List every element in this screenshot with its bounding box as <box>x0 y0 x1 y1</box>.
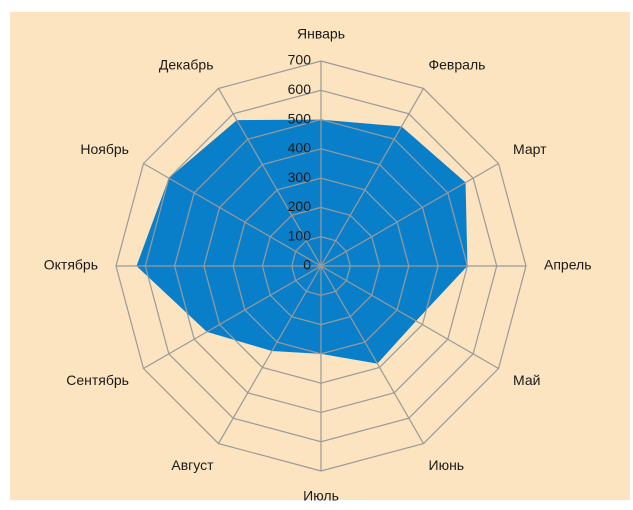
spoke <box>320 162 499 267</box>
category-label: Март <box>513 141 547 157</box>
category-label: Ноябрь <box>80 141 129 157</box>
tick-label: 400 <box>288 140 312 156</box>
category-label: Июль <box>303 488 339 504</box>
tick-label: 700 <box>288 52 312 68</box>
category-label: Апрель <box>544 257 592 273</box>
category-label: Август <box>171 457 214 473</box>
tick-label: 300 <box>288 169 312 185</box>
spoke <box>143 265 322 370</box>
spoke <box>320 88 425 267</box>
category-label: Октябрь <box>44 257 98 273</box>
spoke <box>217 88 322 267</box>
category-label: Январь <box>297 26 345 42</box>
spoke <box>217 265 322 444</box>
tick-label: 200 <box>288 198 312 214</box>
spoke <box>143 162 322 267</box>
tick-label: 500 <box>288 110 312 126</box>
spoke <box>320 265 499 370</box>
category-label: Июнь <box>429 457 465 473</box>
tick-label: 0 <box>303 257 311 273</box>
category-label: Сентябрь <box>66 372 129 388</box>
category-label: Февраль <box>429 57 486 73</box>
category-label: Декабрь <box>159 57 214 73</box>
category-label: Май <box>513 372 540 388</box>
tick-label: 100 <box>288 227 312 243</box>
tick-label: 600 <box>288 81 312 97</box>
spoke <box>320 265 425 444</box>
